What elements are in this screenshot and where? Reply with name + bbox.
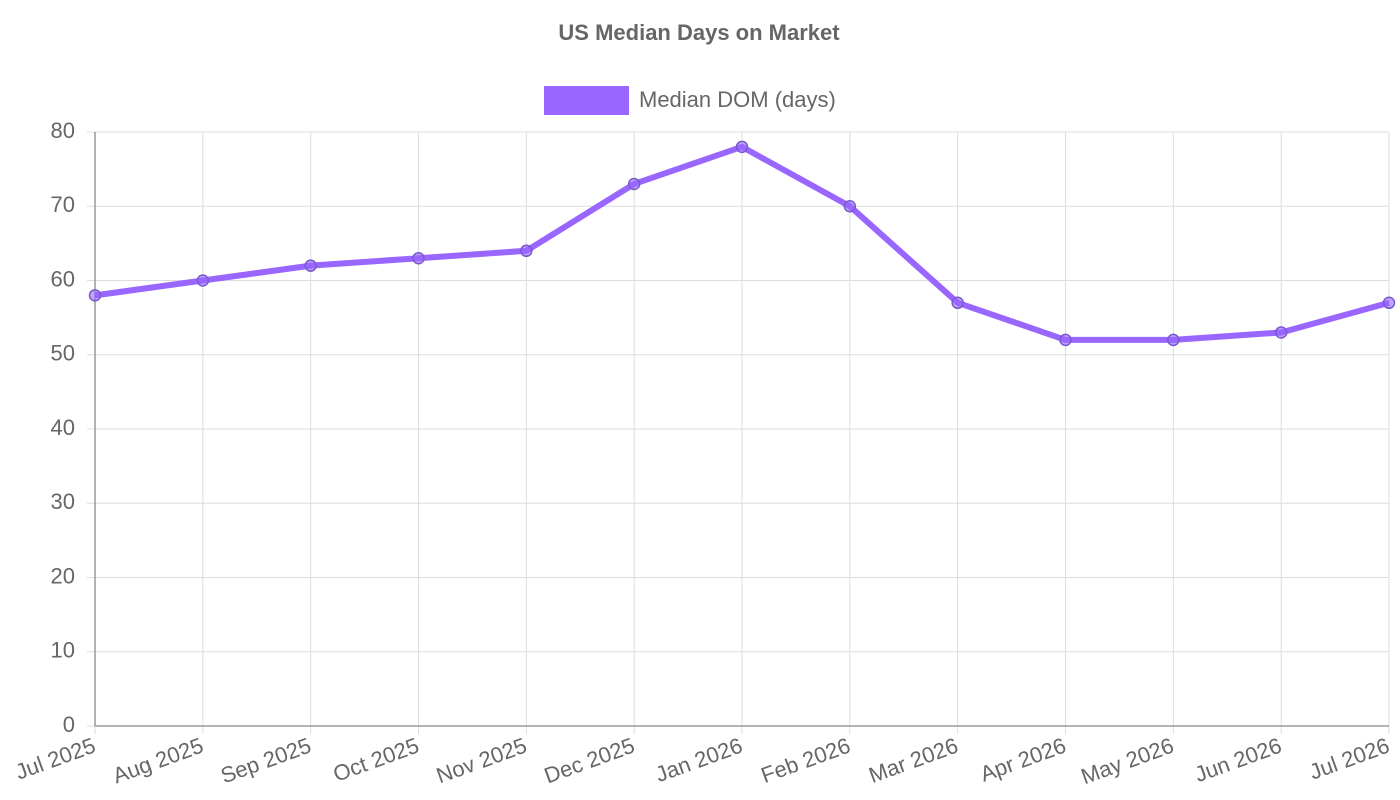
y-tick-label: 60 bbox=[51, 266, 75, 291]
data-point bbox=[627, 177, 641, 191]
y-tick-label: 20 bbox=[51, 563, 75, 588]
x-tick-label: Jul 2026 bbox=[1306, 733, 1393, 785]
y-tick-label: 10 bbox=[51, 638, 75, 663]
data-point bbox=[1274, 326, 1288, 339]
data-point bbox=[196, 274, 210, 287]
x-tick-label: Jul 2025 bbox=[12, 733, 99, 785]
data-point bbox=[412, 251, 425, 265]
x-tick-label: Mar 2026 bbox=[865, 733, 961, 788]
y-tick-label: 0 bbox=[63, 712, 75, 737]
data-point bbox=[1059, 333, 1072, 347]
x-tick-label: Feb 2026 bbox=[758, 733, 854, 788]
legend-swatch bbox=[544, 86, 629, 115]
x-tick-label: Oct 2025 bbox=[330, 733, 422, 787]
data-point bbox=[735, 140, 749, 154]
x-tick-label: Jan 2026 bbox=[652, 733, 746, 787]
x-tick-label: May 2026 bbox=[1078, 733, 1177, 790]
x-tick-label: Dec 2025 bbox=[541, 733, 638, 789]
y-tick-label: 80 bbox=[51, 118, 75, 143]
data-point bbox=[951, 296, 964, 310]
chart-title: US Median Days on Market bbox=[558, 20, 840, 45]
x-tick-label: Aug 2025 bbox=[109, 733, 206, 789]
x-tick-label: Jun 2026 bbox=[1191, 733, 1285, 787]
data-point bbox=[843, 200, 857, 213]
y-tick-label: 50 bbox=[51, 341, 75, 366]
data-point bbox=[520, 244, 533, 258]
data-point bbox=[304, 259, 317, 272]
legend-label: Median DOM (days) bbox=[639, 87, 836, 112]
x-tick-label: Sep 2025 bbox=[217, 733, 314, 789]
data-point bbox=[1167, 333, 1180, 347]
y-tick-label: 30 bbox=[51, 489, 75, 514]
x-tick-label: Apr 2026 bbox=[977, 733, 1069, 787]
y-tick-label: 70 bbox=[51, 192, 75, 217]
data-point bbox=[88, 289, 102, 302]
data-point bbox=[1382, 296, 1396, 310]
x-tick-label: Nov 2025 bbox=[433, 733, 530, 789]
y-tick-label: 40 bbox=[51, 415, 75, 440]
